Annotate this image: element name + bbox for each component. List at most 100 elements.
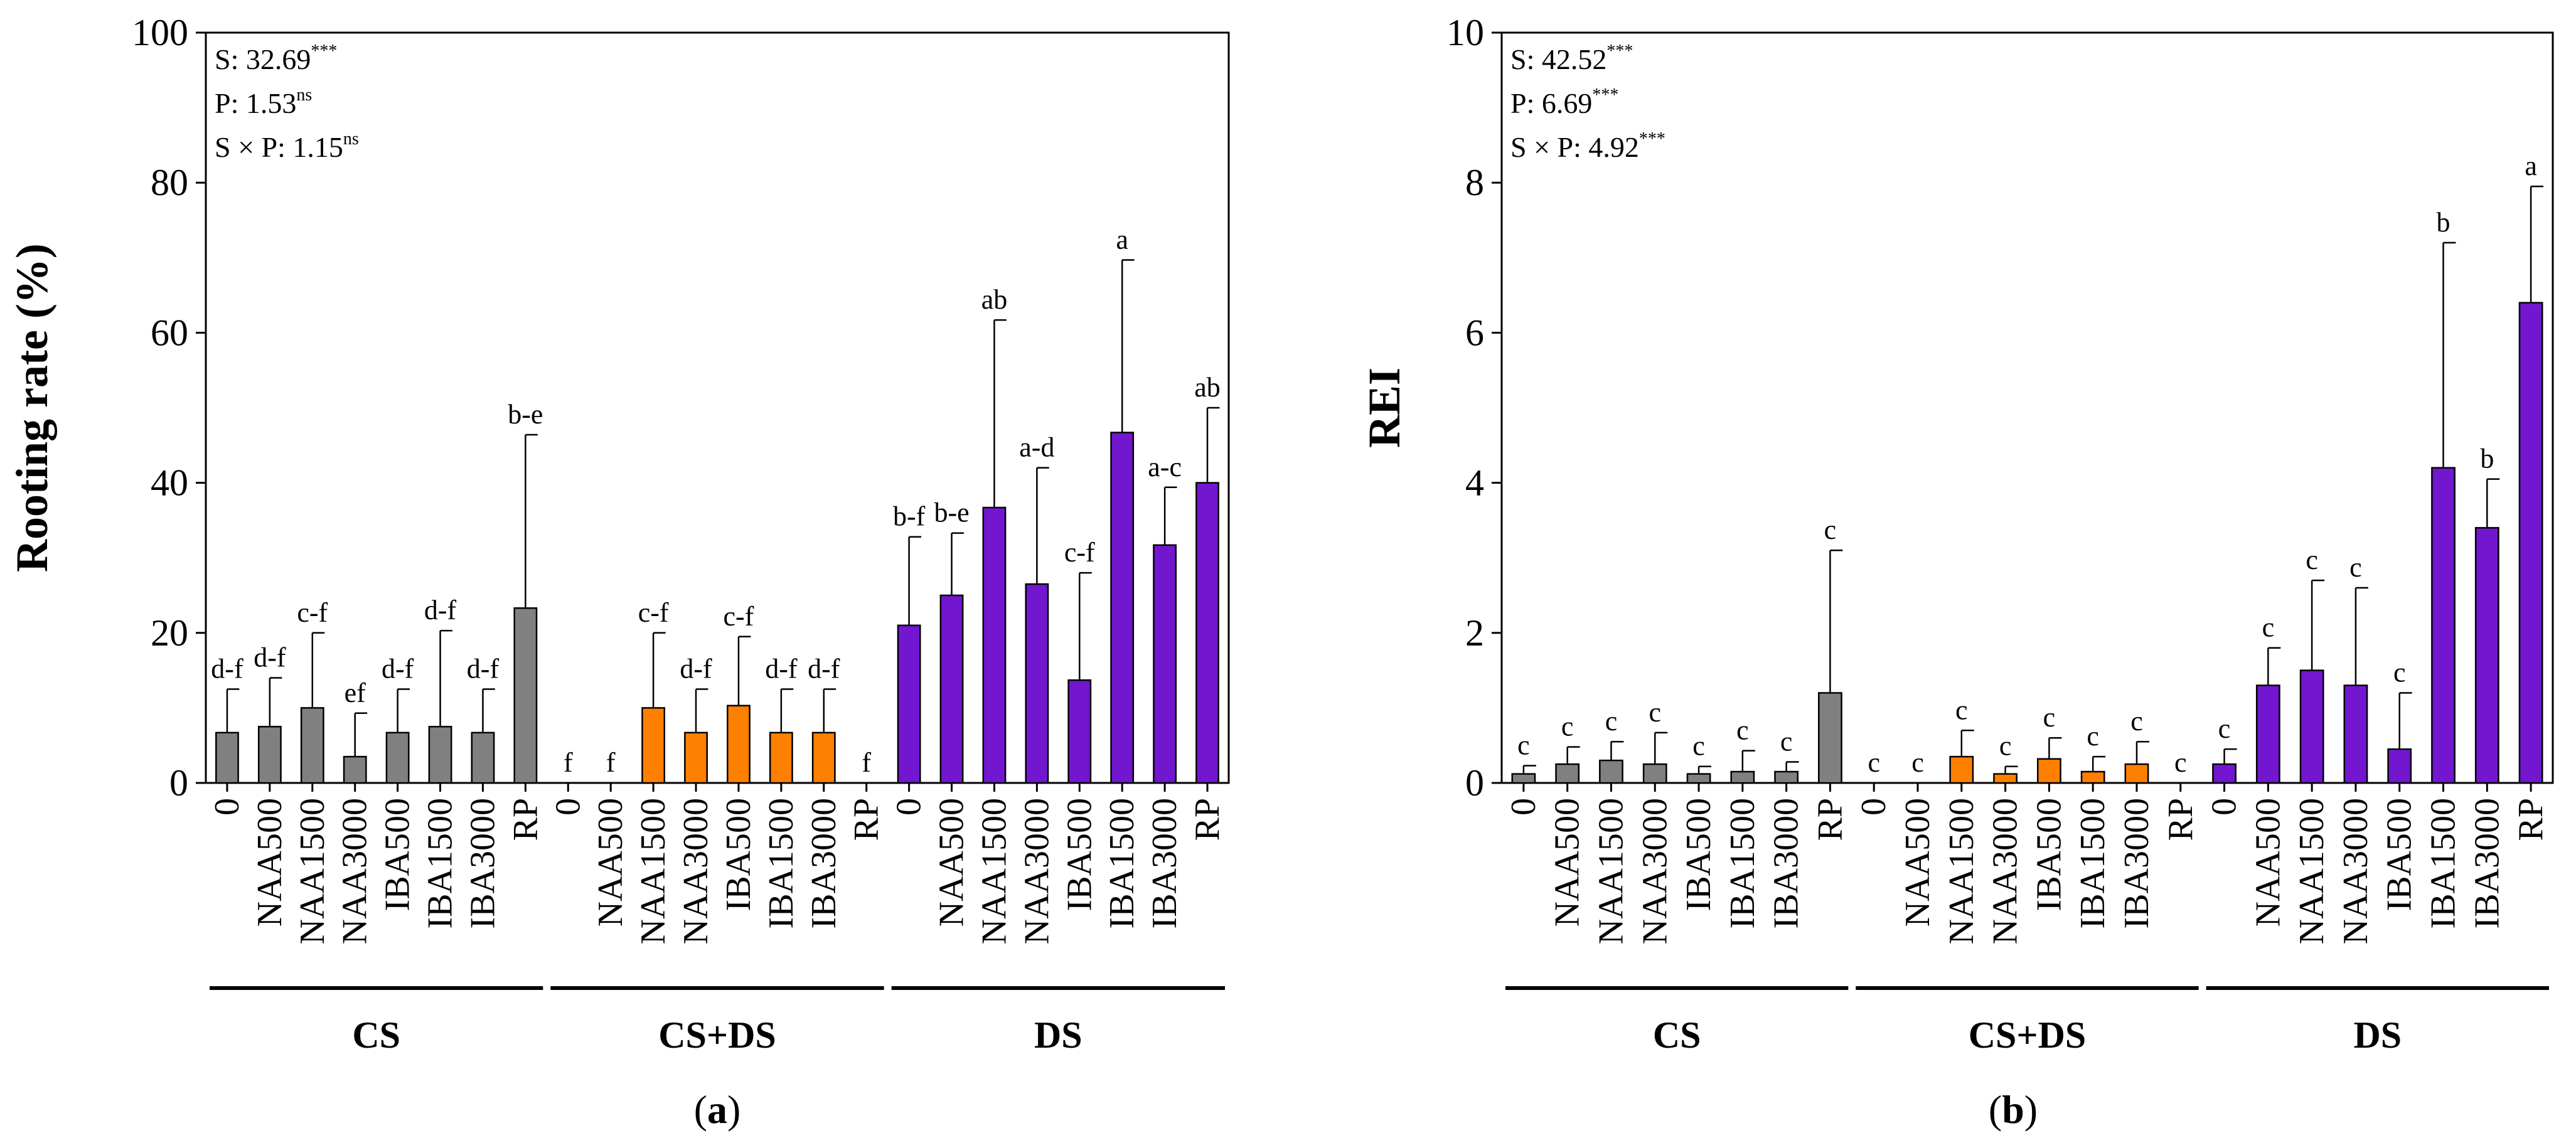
category-label: 0 [1854, 798, 1893, 816]
anova-stat: S: 42.52*** [1510, 41, 1633, 75]
bar [2343, 684, 2368, 784]
y-tick-label: 40 [151, 462, 188, 504]
bar [1730, 770, 1755, 784]
group-label: CS [352, 1014, 400, 1056]
significance-letter: a-d [1019, 432, 1054, 463]
bar [2387, 748, 2412, 784]
significance-letter: d-f [254, 642, 286, 673]
category-label: IBA3000 [2467, 798, 2506, 928]
bar [300, 707, 324, 784]
significance-letter: d-f [467, 654, 500, 684]
significance-letter: c [2218, 713, 2231, 744]
significance-letter: c-f [724, 601, 754, 632]
y-tick-label: 0 [169, 762, 188, 804]
bar [939, 594, 964, 784]
group-label: DS [1034, 1014, 1082, 1056]
bar [343, 755, 367, 784]
category-label: NAA500 [1548, 798, 1587, 927]
significance-letter: ab [1194, 372, 1221, 403]
bar [2474, 527, 2499, 784]
significance-letter: c [1824, 514, 1837, 545]
bar [897, 624, 921, 784]
category-label: IBA500 [2380, 798, 2419, 911]
anova-stat: S × P: 4.92*** [1510, 129, 1665, 163]
y-tick-label: 80 [151, 162, 188, 203]
bar [1774, 770, 1799, 784]
category-label: NAA1500 [2292, 798, 2331, 944]
bar [1993, 773, 2018, 784]
bar [2212, 763, 2237, 784]
significance-letter: f [862, 747, 871, 778]
category-label: RP [1188, 798, 1227, 841]
panel-b: 0 2 4 6 8 10 REI S: 42.52*** P: 6.69*** S × P: 4.… [1359, 12, 2554, 1132]
significance-letter: d-f [211, 654, 243, 684]
significance-letter: c [1868, 747, 1880, 778]
category-label: RP [1810, 798, 1849, 841]
category-label: IBA1500 [2073, 798, 2112, 928]
bar [1153, 544, 1177, 784]
significance-letter: c [2130, 706, 2143, 737]
category-label: IBA3000 [463, 798, 502, 928]
category-label: IBA3000 [804, 798, 843, 928]
bar [2255, 684, 2280, 784]
category-label: NAA3000 [1986, 798, 2025, 944]
bar [684, 731, 708, 784]
category-label: IBA500 [2029, 798, 2068, 911]
category-label: IBA500 [1679, 798, 1718, 911]
significance-letter: c [1561, 711, 1574, 742]
bar [1067, 679, 1092, 784]
significance-letter: c [2043, 702, 2056, 733]
bar [1818, 692, 1842, 784]
plot-frame [205, 31, 1230, 784]
category-label: NAA1500 [293, 798, 332, 944]
significance-letter: c [2174, 747, 2187, 778]
bar [2518, 302, 2543, 784]
category-label: RP [2161, 798, 2200, 841]
bar [2037, 758, 2061, 784]
significance-letter: c [1605, 706, 1618, 737]
bar [1949, 755, 1974, 784]
bar [641, 707, 666, 784]
category-label: NAA500 [250, 798, 289, 927]
category-label: 0 [208, 798, 247, 816]
bar [1511, 773, 1536, 784]
bar [2299, 669, 2324, 784]
significance-letter: d-f [424, 595, 457, 625]
group-label: CS+DS [658, 1014, 776, 1056]
significance-letter: b-e [508, 399, 543, 430]
bar [215, 731, 239, 784]
y-tick-label: 2 [1465, 612, 1484, 654]
category-label: NAA1500 [975, 798, 1013, 944]
category-label: IBA1500 [1103, 798, 1141, 928]
y-axis-label: REI [1359, 368, 1409, 448]
bar [1555, 763, 1580, 784]
bar [513, 607, 538, 784]
category-label: RP [847, 798, 886, 841]
y-tick-label: 60 [151, 312, 188, 353]
bar [471, 731, 495, 784]
bar [257, 726, 282, 784]
category-label: NAA1500 [1942, 798, 1981, 944]
significance-letter: b [2480, 444, 2494, 474]
group-label: DS [2353, 1014, 2402, 1056]
y-axis-label: Rooting rate (%) [7, 243, 57, 572]
y-tick-label: 0 [1465, 762, 1484, 804]
plot-frame [1500, 31, 2554, 784]
significance-letter: a-c [1148, 452, 1182, 482]
bar [2124, 763, 2149, 784]
significance-letter: d-f [808, 654, 840, 684]
bar [428, 726, 452, 784]
category-label: 0 [890, 798, 929, 816]
category-label: NAA3000 [676, 798, 715, 944]
anova-stat: P: 6.69*** [1510, 85, 1618, 119]
significance-letter: b [2437, 207, 2450, 238]
y-tick-label: 10 [1446, 12, 1484, 53]
y-tick-label: 6 [1465, 312, 1484, 353]
category-label: IBA1500 [762, 798, 801, 928]
category-label: IBA3000 [1145, 798, 1184, 928]
significance-letter: ef [345, 678, 366, 708]
bar [1599, 759, 1623, 784]
category-label: NAA1500 [1591, 798, 1630, 944]
significance-letter: c [1780, 726, 1793, 757]
y-tick-label: 100 [132, 12, 188, 53]
